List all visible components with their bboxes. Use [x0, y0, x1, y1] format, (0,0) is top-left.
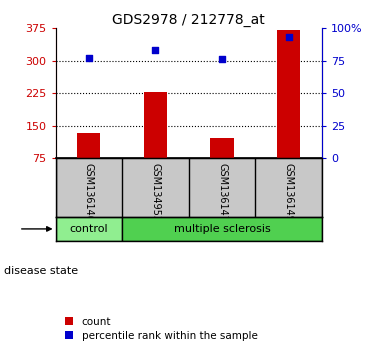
Bar [77, 133, 100, 158]
Bar [56, 217, 122, 241]
Bar [144, 92, 167, 158]
Point [152, 47, 158, 53]
Bar [277, 30, 300, 158]
Point [86, 55, 92, 61]
Legend: count, percentile rank within the sample: count, percentile rank within the sample [61, 313, 262, 345]
Point [219, 57, 225, 62]
Bar [210, 138, 234, 158]
Text: multiple sclerosis: multiple sclerosis [174, 224, 270, 234]
Bar [122, 217, 322, 241]
Text: GSM136147: GSM136147 [217, 163, 227, 222]
Point [286, 35, 292, 40]
Text: control: control [70, 224, 108, 234]
Text: GSM136149: GSM136149 [283, 163, 294, 222]
Text: GSM134953: GSM134953 [150, 163, 161, 222]
Title: GDS2978 / 212778_at: GDS2978 / 212778_at [112, 13, 265, 27]
Text: GSM136140: GSM136140 [84, 163, 94, 222]
Text: disease state: disease state [4, 266, 78, 276]
